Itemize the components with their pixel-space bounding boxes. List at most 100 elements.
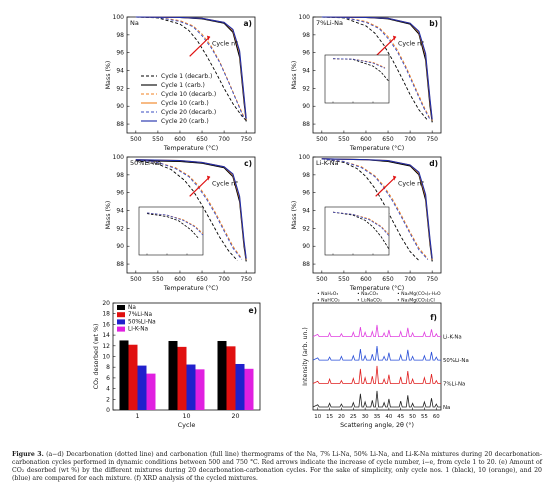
y-tick-label: 14 bbox=[102, 332, 110, 339]
y-axis-label: CO₂ desorbed (wt %) bbox=[93, 324, 100, 390]
inset-line bbox=[332, 211, 390, 237]
y-tick-label: 2 bbox=[106, 396, 110, 403]
x-axis-label: Scattering angle, 2θ (°) bbox=[340, 421, 414, 429]
xrd-legend-entry: • NaH₂O₃ bbox=[317, 291, 338, 297]
y-tick-label: 8 bbox=[106, 364, 110, 371]
xrd-pattern-li-k-na bbox=[312, 324, 441, 338]
bar-na-cycle-20 bbox=[217, 340, 227, 410]
x-tick-label: 650 bbox=[382, 136, 394, 143]
xrd-pattern-50-li-na bbox=[312, 346, 441, 361]
panel-f: 10 15 20 25 30 35 40 45 50 55 60 Scattering angle, … bbox=[302, 291, 469, 429]
legend-swatch bbox=[117, 326, 125, 332]
y-tick-label: 0 bbox=[106, 407, 110, 414]
panel-tag: Na bbox=[130, 19, 139, 27]
x-tick-label: 750 bbox=[426, 276, 438, 283]
x-tick-label: 750 bbox=[240, 276, 252, 283]
legend-label: Cycle 1 (carb.) bbox=[161, 82, 205, 89]
y-tick-label: 6 bbox=[106, 375, 110, 382]
x-tick-label: 550 bbox=[152, 136, 164, 143]
legend-label: Li-K-Na bbox=[128, 327, 149, 333]
inset-plot bbox=[138, 206, 204, 256]
x-tick-label: 35 bbox=[374, 414, 381, 420]
bar-na-cycle-1 bbox=[119, 340, 129, 410]
xrd-series-label: 7%Li-Na bbox=[443, 382, 465, 388]
bar-50-li-na-cycle-1 bbox=[137, 365, 147, 410]
cycle-annotation: Cycle n° bbox=[398, 39, 424, 47]
series-line-cycle-1-decarb bbox=[135, 16, 247, 121]
caption-label: Figure 3. bbox=[12, 451, 44, 458]
panel-c: 500 550 600 650 700 750 88 90 92 94 96 98 100 Tempera… bbox=[105, 154, 256, 292]
x-tick-label: 550 bbox=[152, 276, 164, 283]
inset-line bbox=[146, 212, 204, 236]
y-tick-label: 98 bbox=[116, 32, 124, 39]
legend-label: 7%Li-Na bbox=[128, 312, 152, 318]
plot-frame bbox=[126, 16, 256, 134]
x-tick-label: 20 bbox=[338, 414, 345, 420]
x-tick-label: 550 bbox=[338, 136, 350, 143]
series-line-cycle-20-decarb bbox=[135, 16, 245, 119]
figure: 500 550 600 650 700 750889092949698100Tempera… bbox=[93, 14, 469, 429]
cycle-arrowhead bbox=[392, 175, 396, 181]
y-tick-label: 92 bbox=[302, 85, 310, 92]
y-tick-label: 18 bbox=[102, 311, 110, 318]
y-axis-label: Mass (%) bbox=[291, 61, 298, 90]
panel-tag: 7%Li-Na bbox=[316, 19, 343, 27]
plot-frame bbox=[126, 156, 256, 274]
xrd-legend-entry: • Li₂NaCO₃ bbox=[357, 298, 382, 304]
x-tick-label: 500 bbox=[316, 136, 328, 143]
y-tick-label: 4 bbox=[106, 386, 110, 393]
cycle-arrowhead bbox=[206, 175, 210, 181]
y-tick-label: 98 bbox=[116, 172, 124, 179]
x-axis-label: Temperature (°C) bbox=[163, 144, 218, 152]
x-tick-label: 700 bbox=[404, 276, 416, 283]
x-tick-label: 750 bbox=[240, 136, 252, 143]
y-tick-label: 92 bbox=[116, 225, 124, 232]
y-tick-label: 90 bbox=[302, 103, 310, 110]
x-tick-label: 600 bbox=[360, 276, 372, 283]
bar-7-li-na-cycle-20 bbox=[226, 346, 236, 410]
series-line-cycle-20-carb bbox=[135, 16, 247, 119]
xrd-pattern-na bbox=[312, 390, 441, 408]
x-tick-label: 60 bbox=[433, 414, 440, 420]
inset-frame bbox=[324, 54, 390, 104]
x-tick-label: 20 bbox=[231, 413, 239, 420]
x-tick-label: 600 bbox=[174, 136, 186, 143]
x-tick-label: 50 bbox=[409, 414, 416, 420]
legend-label: 50%Li-Na bbox=[128, 319, 156, 325]
x-tick-label: 650 bbox=[196, 136, 208, 143]
y-tick-label: 96 bbox=[116, 50, 124, 57]
x-tick-label: 15 bbox=[326, 414, 333, 420]
cycle-arrow bbox=[375, 36, 397, 57]
x-tick-label: 600 bbox=[360, 136, 372, 143]
y-tick-label: 94 bbox=[302, 208, 310, 215]
xrd-legend-entry: • Na₂Mg(CO₃)₂·H₂O bbox=[397, 291, 441, 297]
x-tick-label: 600 bbox=[174, 276, 186, 283]
caption-text: (a−d) Decarbonation (dotted line) and ca… bbox=[12, 451, 542, 482]
figure-caption: Figure 3. (a−d) Decarbonation (dotted li… bbox=[12, 451, 542, 483]
panel-letter: e) bbox=[248, 306, 257, 315]
series-line-cycle-20-decarb bbox=[321, 158, 429, 260]
y-tick-label: 94 bbox=[302, 68, 310, 75]
inset-plot bbox=[324, 206, 390, 256]
panel-letter: a) bbox=[244, 19, 253, 28]
y-tick-label: 92 bbox=[302, 225, 310, 232]
xrd-series-label: 50%Li-Na bbox=[443, 358, 469, 364]
y-tick-label: 100 bbox=[299, 154, 311, 161]
legend-swatch bbox=[117, 305, 125, 310]
panel-a: 500 550 600 650 700 750 88 90 92 94 96 98 100 Tempera… bbox=[105, 14, 256, 152]
inset-line bbox=[332, 58, 386, 69]
cycle-arrowhead bbox=[392, 35, 396, 41]
panel-letter: b) bbox=[429, 19, 438, 28]
legend-label: Cycle 20 (carb.) bbox=[161, 118, 209, 125]
panel-letter: c) bbox=[244, 159, 252, 168]
x-tick-label: 1 bbox=[135, 413, 139, 420]
bar-na-cycle-10 bbox=[168, 340, 178, 410]
series-line-cycle-20-decarb bbox=[135, 159, 243, 260]
x-tick-label: 550 bbox=[338, 276, 350, 283]
bar-7-li-na-cycle-1 bbox=[128, 344, 138, 410]
xrd-series-label: Na bbox=[443, 405, 450, 411]
y-tick-label: 20 bbox=[102, 300, 110, 307]
y-tick-label: 100 bbox=[113, 14, 125, 21]
y-tick-label: 94 bbox=[116, 208, 124, 215]
bar-7-li-na-cycle-10 bbox=[177, 346, 187, 410]
